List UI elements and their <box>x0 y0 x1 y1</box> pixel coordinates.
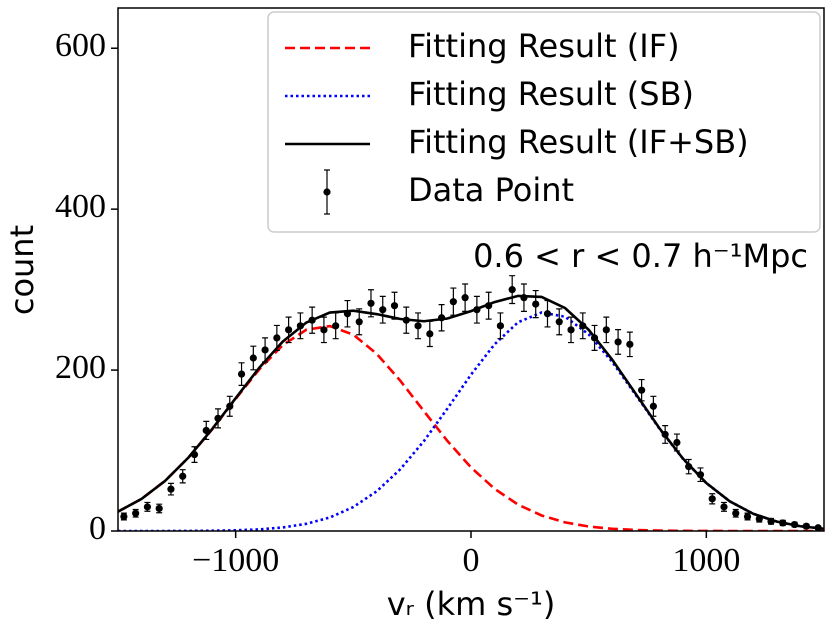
data-point <box>179 472 187 480</box>
y-axis-label: count <box>3 225 41 315</box>
data-point <box>661 430 669 439</box>
data-point <box>802 522 810 530</box>
y-tick-label: 0 <box>89 510 106 547</box>
data-point <box>685 463 693 471</box>
data-point <box>285 326 293 334</box>
data-point <box>226 402 234 410</box>
data-point <box>355 318 363 326</box>
data-point <box>638 386 646 394</box>
data-point <box>743 512 752 521</box>
data-point <box>390 302 399 310</box>
data-point <box>167 485 175 493</box>
fit-line <box>118 324 824 531</box>
data-point <box>720 503 728 511</box>
data-point <box>120 512 128 521</box>
data-point <box>367 299 375 307</box>
data-point <box>143 503 152 511</box>
data-point <box>790 520 799 529</box>
legend-box <box>267 11 821 233</box>
data-point <box>579 322 587 330</box>
legend-label: Data Point <box>408 171 574 209</box>
fit-line <box>118 294 824 531</box>
data-point <box>379 306 387 314</box>
data-point <box>402 316 410 324</box>
data-point <box>426 330 434 338</box>
data-point <box>308 316 316 324</box>
plot-frame <box>117 7 825 532</box>
data-point <box>132 509 140 517</box>
data-point <box>673 438 681 447</box>
data-point <box>249 354 257 362</box>
x-tick-label: 1000 <box>672 542 740 579</box>
data-point <box>261 346 269 354</box>
data-point <box>614 338 622 346</box>
data-point <box>555 318 563 326</box>
legend-label: Fitting Result (IF) <box>408 27 680 65</box>
data-point <box>437 314 446 322</box>
data-point <box>590 334 599 342</box>
annotation: 0.6 < r < 0.7 h⁻¹Mpc <box>473 237 808 275</box>
legend-label: Fitting Result (IF+SB) <box>408 123 749 161</box>
legend-label: Fitting Result (SB) <box>408 75 694 113</box>
data-point <box>473 306 481 314</box>
data-point <box>332 322 340 330</box>
x-axis-label: vᵣ (km s⁻¹) <box>387 585 556 623</box>
data-point <box>461 294 469 302</box>
data-point <box>602 326 610 334</box>
y-tick-label: 200 <box>55 349 106 386</box>
y-tick-label: 400 <box>55 188 106 225</box>
legend-swatch <box>323 188 331 196</box>
data-point <box>343 310 352 318</box>
data-point <box>532 300 540 308</box>
data-point <box>755 515 763 523</box>
data-point <box>414 322 422 330</box>
data-point <box>567 326 575 334</box>
data-point <box>779 519 787 527</box>
data-point <box>696 471 705 479</box>
data-point <box>814 524 822 532</box>
data-point <box>190 450 199 459</box>
data-point <box>496 322 505 330</box>
x-tick-label: 0 <box>463 542 480 579</box>
x-tick-label: −1000 <box>192 542 279 579</box>
data-point <box>214 414 222 422</box>
data-point <box>449 298 457 306</box>
data-point <box>202 426 210 435</box>
data-point <box>626 340 634 348</box>
data-point <box>649 402 657 410</box>
data-point <box>543 310 552 318</box>
data-point <box>273 334 281 342</box>
data-point <box>708 495 716 503</box>
data-point <box>732 509 740 517</box>
data-point <box>155 504 163 513</box>
fit-line <box>118 311 824 531</box>
data-point <box>296 322 304 330</box>
data-point <box>320 326 328 334</box>
y-tick-label: 600 <box>55 27 106 64</box>
data-point <box>520 294 528 302</box>
data-point <box>237 370 246 378</box>
data-point <box>767 517 775 525</box>
data-point <box>485 302 493 310</box>
data-point <box>508 286 516 294</box>
